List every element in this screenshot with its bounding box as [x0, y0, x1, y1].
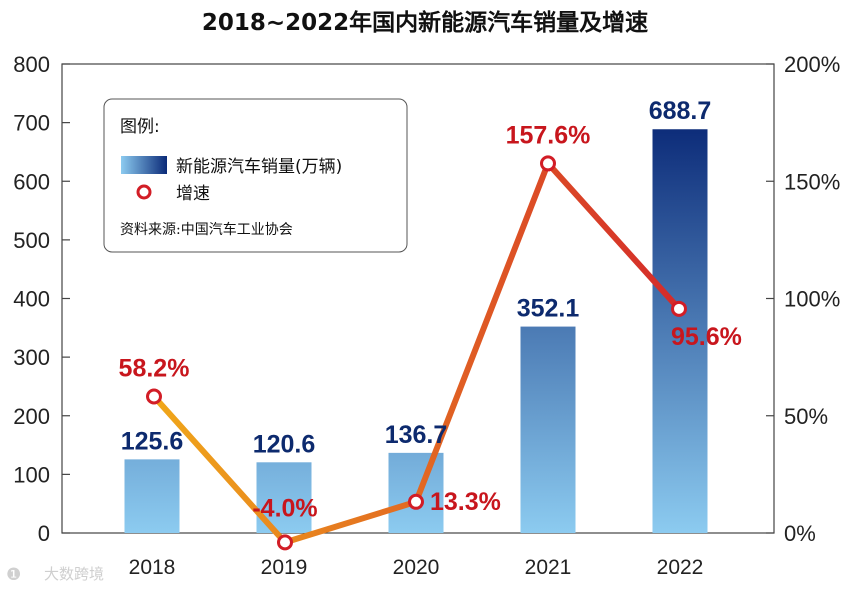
growth-value-label: 58.2%	[119, 355, 190, 383]
legend-bar-swatch	[121, 156, 167, 174]
bar-value-label: 125.6	[121, 427, 184, 455]
growth-value-label: 13.3%	[430, 488, 501, 516]
y-axis-left: 0 100 200 300 400 500 600 700 800	[13, 52, 70, 546]
growth-marker	[540, 155, 556, 172]
x-axis: 2018 2019 2020 2021 2022	[129, 556, 704, 579]
y-right-tick-label: 50%	[784, 404, 828, 429]
y-left-tick-label: 500	[13, 228, 50, 253]
y-right-tick-label: 150%	[784, 169, 840, 194]
bar	[124, 459, 180, 533]
x-tick-label: 2022	[657, 556, 704, 579]
chart-title: 2018~2022年国内新能源汽车销量及增速	[202, 9, 648, 36]
legend-source: 资料来源:中国汽车工业协会	[120, 221, 293, 238]
growth-marker	[146, 388, 162, 405]
x-tick-label: 2018	[129, 556, 176, 579]
growth-marker	[277, 534, 293, 551]
legend-line-label: 增速	[176, 184, 210, 204]
bar-value-label: 352.1	[517, 295, 580, 323]
y-left-tick-label: 100	[13, 462, 50, 487]
growth-value-label: 95.6%	[671, 323, 742, 351]
bar	[520, 326, 576, 533]
bar-value-label: 136.7	[385, 421, 448, 449]
growth-value-label: 157.6%	[506, 121, 591, 149]
bar	[388, 452, 444, 533]
y-left-tick-label: 700	[13, 111, 50, 136]
y-left-tick-label: 600	[13, 169, 50, 194]
legend-bar-label: 新能源汽车销量(万辆)	[176, 157, 342, 177]
watermark-text: 大数跨境	[44, 565, 104, 583]
bar-value-labels: 125.6 120.6 136.7 352.1 688.7	[121, 97, 712, 458]
y-right-tick-label: 200%	[784, 52, 840, 77]
bar-value-label: 120.6	[253, 430, 316, 458]
y-left-tick-label: 0	[38, 521, 50, 546]
x-tick-label: 2020	[393, 556, 440, 579]
x-tick-label: 2019	[261, 556, 308, 579]
watermark-logo-icon: ❶	[6, 565, 21, 585]
x-tick-label: 2021	[525, 556, 572, 579]
growth-labels: 58.2% -4.0% 13.3% 157.6% 95.6%	[119, 121, 742, 522]
growth-value-label: -4.0%	[252, 494, 317, 522]
bar	[652, 129, 708, 533]
y-axis-right: 0% 50% 100% 150% 200%	[766, 52, 840, 546]
legend-box	[103, 98, 408, 253]
growth-marker	[671, 300, 687, 317]
y-left-tick-label: 400	[13, 287, 50, 312]
line-series	[146, 155, 687, 551]
bar-value-label: 688.7	[649, 97, 712, 125]
y-left-tick-label: 300	[13, 345, 50, 370]
legend-line-marker	[136, 184, 152, 200]
legend-heading: 图例:	[120, 117, 160, 137]
y-left-tick-label: 800	[13, 52, 50, 77]
y-right-tick-label: 0%	[784, 521, 816, 546]
watermark: ❶ 大数跨境	[6, 565, 104, 585]
y-right-tick-label: 100%	[784, 287, 840, 312]
legend: 图例: 新能源汽车销量(万辆) 增速 资料来源:中国汽车工业协会	[103, 98, 408, 253]
growth-marker	[408, 493, 424, 510]
y-left-tick-label: 200	[13, 404, 50, 429]
